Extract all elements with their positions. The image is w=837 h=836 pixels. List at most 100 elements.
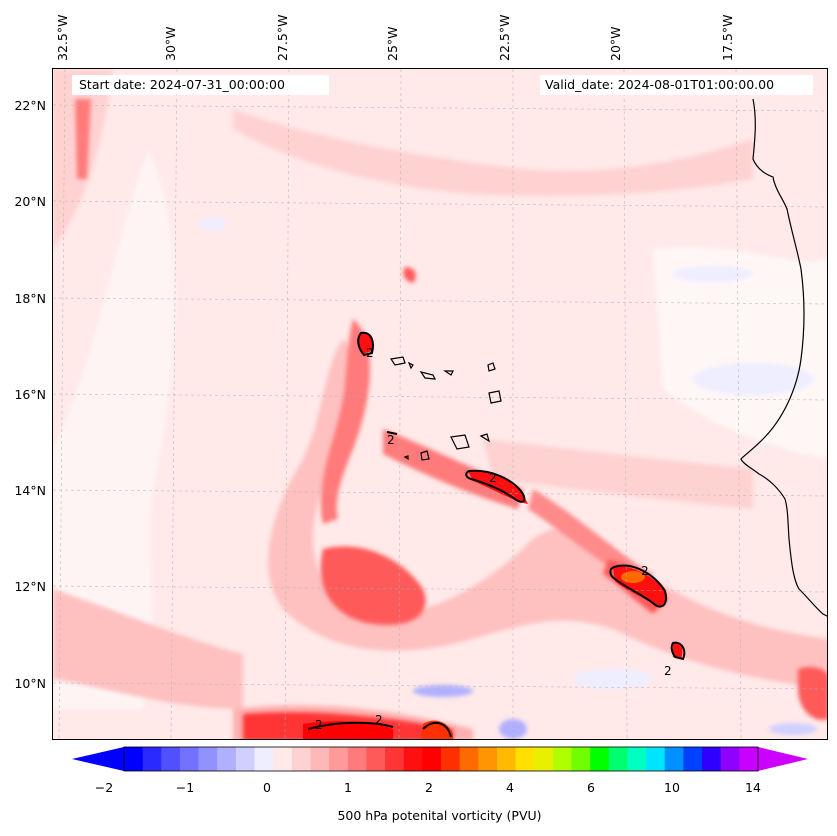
start-date-label: Start date: 2024-07-31_00:00:00 — [79, 77, 285, 92]
contour-se — [609, 564, 667, 608]
colorbar-segment — [459, 747, 479, 771]
lon-label-20w: 20°W — [608, 26, 623, 61]
lat-label-10n: 10°N — [14, 676, 46, 691]
filament-main — [268, 339, 827, 689]
contour-mid — [465, 469, 526, 503]
colorbar — [72, 746, 808, 772]
lon-label-30w: 30°W — [163, 26, 178, 61]
valid-date-label: Valid_date: 2024-08-01T01:00:00.00 — [545, 77, 775, 92]
colorbar-segment — [403, 747, 423, 771]
colorbar-segment — [385, 747, 405, 771]
colorbar-title: 500 hPa potenital vorticity (PVU) — [337, 808, 542, 823]
gridlines — [53, 69, 827, 739]
pv-low-values — [53, 149, 827, 739]
contour-north — [357, 331, 374, 357]
lat-label-16n: 16°N — [14, 387, 46, 402]
lat-label-20n: 20°N — [14, 194, 46, 209]
island-santiago — [450, 434, 470, 450]
filament-middle-core — [383, 429, 523, 509]
cbar-tick-0: 0 — [263, 780, 271, 795]
contour-label-south-1: 2 — [315, 718, 323, 732]
bluish-patch-s3 — [573, 669, 653, 689]
colorbar-segment — [235, 747, 256, 771]
bluish-patch-east — [693, 363, 813, 395]
african-coastline — [740, 98, 827, 617]
valid-date-box: Valid_date: 2024-08-01T01:00:00.00 — [540, 75, 813, 95]
island-maio — [479, 433, 491, 443]
cbar-tick-4: 4 — [506, 780, 514, 795]
nw-streak — [75, 99, 91, 179]
bluish-patch-ne — [673, 266, 753, 282]
colorbar-segment — [608, 747, 628, 771]
colorbar-segment — [124, 747, 144, 771]
cbar-tick-2: 2 — [425, 780, 433, 795]
colorbar-segment — [441, 747, 461, 771]
pv-local-max-north — [403, 267, 416, 283]
cbar-tick-14: 14 — [745, 780, 761, 795]
bluish-patch-se — [769, 723, 817, 735]
colorbar-segment — [534, 747, 554, 771]
colorbar-segment — [161, 747, 181, 771]
bluish-patch-south — [413, 685, 473, 697]
colorbar-segment — [179, 747, 200, 771]
colorbar-segment — [217, 747, 237, 771]
cbar-tick-m1: −1 — [175, 780, 195, 795]
cbar-tick-1: 1 — [344, 780, 352, 795]
colorbar-segment — [347, 747, 367, 771]
colorbar-extend-min — [72, 747, 124, 771]
start-date-box: Start date: 2024-07-31_00:00:00 — [72, 75, 329, 95]
lon-label-22-5w: 22.5°W — [497, 14, 512, 61]
contour-label-west-small: 2 — [387, 433, 395, 447]
colorbar-segment — [254, 747, 274, 771]
lat-label-22n: 22°N — [14, 98, 46, 113]
band-northeast — [233, 109, 753, 196]
colorbar-segment — [627, 747, 647, 771]
filament-north-core — [320, 319, 370, 524]
colorbar-segments — [124, 747, 759, 771]
colorbar-segment — [366, 747, 386, 771]
contour-label-mid: 2 — [489, 471, 497, 485]
colorbar-segment — [515, 747, 535, 771]
contour-east — [670, 641, 686, 661]
contour-small-1 — [386, 431, 398, 435]
colorbar-segment — [198, 747, 218, 771]
lon-label-27-5w: 27.5°W — [275, 14, 290, 61]
bluish-patch-w — [199, 218, 227, 230]
lon-label-25w: 25°W — [385, 26, 400, 61]
colorbar-segment — [142, 747, 162, 771]
colorbar-segment — [739, 747, 759, 771]
island-brava — [403, 455, 409, 461]
southeast-blob — [798, 667, 827, 720]
cbar-tick-6: 6 — [587, 780, 595, 795]
pv-2-contours — [307, 331, 686, 738]
band-mid-east — [483, 439, 753, 509]
map-panel[interactable]: 2 2 2 2 2 2 2 — [52, 68, 828, 740]
islands — [389, 356, 502, 461]
colorbar-segment — [683, 747, 703, 771]
colorbar-segment — [422, 747, 442, 771]
colorbar-segment — [702, 747, 722, 771]
island-boa-vista — [488, 390, 502, 404]
colorbar-segment — [646, 747, 666, 771]
lat-label-14n: 14°N — [14, 483, 46, 498]
island-fogo — [420, 450, 430, 461]
colorbar-segment — [664, 747, 684, 771]
pale-zone-west — [53, 149, 176, 709]
cbar-tick-m2: −2 — [94, 780, 114, 795]
pv-field-map: 2 2 2 2 2 2 2 — [53, 69, 827, 739]
core-north — [357, 333, 373, 354]
band-southwest — [53, 589, 243, 709]
lon-label-32-5w: 32.5°W — [55, 14, 70, 61]
lon-label-17-5w: 17.5°W — [720, 14, 735, 61]
colorbar-segment — [590, 747, 610, 771]
core-se-orange — [621, 571, 645, 583]
contour-label-se: 2 — [641, 564, 649, 578]
colorbar-segment — [552, 747, 573, 771]
core-east-small — [673, 642, 683, 659]
island-sao-vicente — [407, 361, 414, 370]
colorbar-segment — [571, 747, 591, 771]
contour-labels: 2 2 2 2 2 2 2 — [315, 346, 672, 732]
colorbar-segment — [478, 747, 498, 771]
cbar-tick-10: 10 — [664, 780, 680, 795]
colorbar-segment — [329, 747, 349, 771]
